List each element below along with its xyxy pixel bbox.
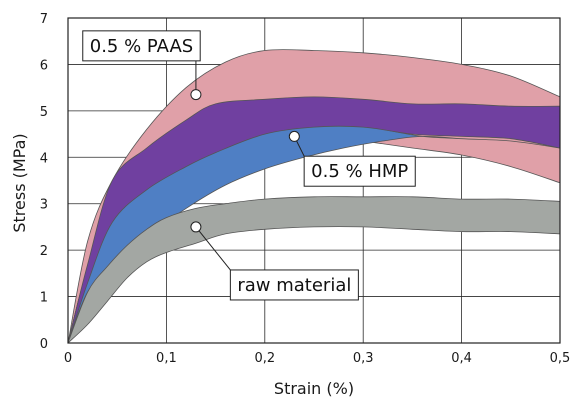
annotation-marker <box>288 130 300 142</box>
y-tick-label-5: 5 <box>40 105 48 120</box>
y-tick-label-4: 4 <box>40 151 48 166</box>
annotation-box <box>229 269 359 301</box>
x-tick-label-0: 0 <box>64 351 72 366</box>
y-tick-label-6: 6 <box>40 58 48 73</box>
y-tick-label-2: 2 <box>40 244 48 259</box>
annotation-label: 0.5 % HMP <box>311 161 408 182</box>
y-tick-label-0: 0 <box>40 337 48 352</box>
plot-border <box>67 17 561 344</box>
annotation-leader <box>195 226 231 271</box>
annotation-label: 0.5 % PAAS <box>90 36 193 57</box>
y-tick-label-7: 7 <box>40 12 48 27</box>
annotations: 0.5 % PAAS 0.5 % HMP raw material <box>82 30 416 301</box>
x-tick-label-5: 0,5 <box>550 351 571 366</box>
annotation-marker <box>190 89 202 101</box>
plot-frame <box>67 17 561 344</box>
x-tick-label-1: 0,1 <box>156 351 177 366</box>
annotation-0-5-hmp: 0.5 % HMP <box>288 130 416 187</box>
x-axis-title: Strain (%) <box>274 379 354 398</box>
annotation-box <box>82 30 201 62</box>
annotation-marker <box>190 221 202 233</box>
tick-labels: 0 0,1 0,2 0,3 0,4 0,5 0 1 2 3 4 5 6 7 <box>40 12 571 366</box>
x-tick-label-3: 0,3 <box>353 351 374 366</box>
annotation-0-5-paas: 0.5 % PAAS <box>82 30 202 101</box>
x-tick-label-2: 0,2 <box>254 351 275 366</box>
y-tick-label-1: 1 <box>40 291 48 306</box>
x-tick-label-4: 0,4 <box>451 351 472 366</box>
annotation-label: raw material <box>237 275 351 296</box>
annotation-raw-material: raw material <box>190 221 359 301</box>
y-tick-label-3: 3 <box>40 198 48 213</box>
y-axis-title: Stress (MPa) <box>10 133 29 232</box>
annotation-box <box>303 155 416 187</box>
